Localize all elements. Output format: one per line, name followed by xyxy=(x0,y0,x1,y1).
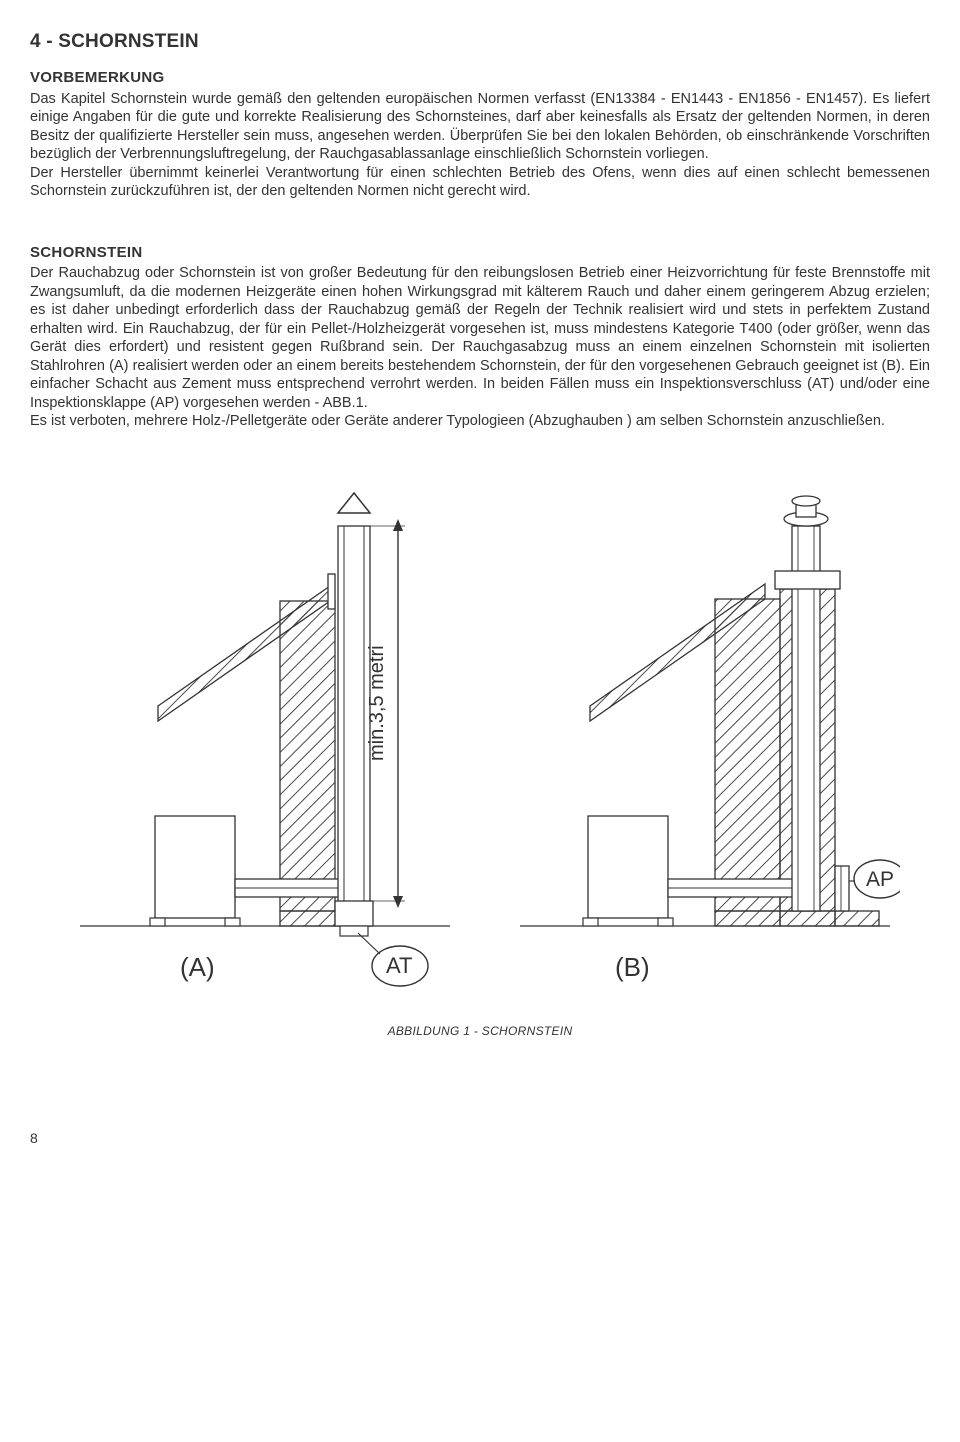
label-a: (A) xyxy=(180,952,215,982)
subheading-vorbemerkung: VORBEMERKUNG xyxy=(30,68,930,87)
body-schornstein: Der Rauchabzug oder Schornstein ist von … xyxy=(30,264,930,431)
section-title: 4 - SCHORNSTEIN xyxy=(30,30,930,54)
diagram-b: AP (B) xyxy=(520,496,900,982)
figure-schornstein: min.3,5 metri (A) AT xyxy=(30,471,930,1040)
figure-caption: ABBILDUNG 1 - SCHORNSTEIN xyxy=(30,1024,930,1039)
label-ap: AP xyxy=(866,868,894,891)
dimension-text: min.3,5 metri xyxy=(366,645,388,761)
diagram-a: min.3,5 metri (A) AT xyxy=(80,493,450,986)
page-number: 8 xyxy=(30,1130,38,1148)
label-at: AT xyxy=(386,953,412,978)
body-vorbemerkung: Das Kapitel Schornstein wurde gemäß den … xyxy=(30,90,930,201)
label-b: (B) xyxy=(615,952,650,982)
subheading-schornstein: SCHORNSTEIN xyxy=(30,243,930,262)
